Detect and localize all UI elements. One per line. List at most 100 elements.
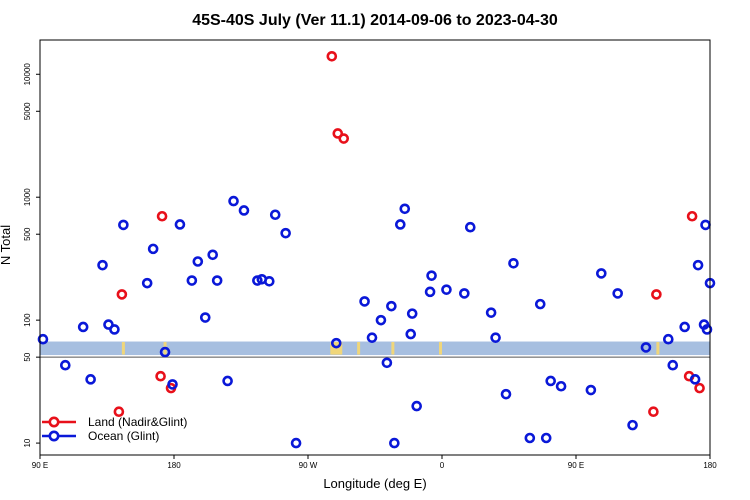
legend: Land (Nadir&Glint)Ocean (Glint) (42, 415, 187, 443)
ocean-point (640, 342, 652, 353)
land-series (113, 51, 705, 418)
ocean-point (596, 268, 607, 279)
y-tick-label: 500 (23, 227, 32, 241)
ocean-point (692, 259, 704, 271)
ocean-point (77, 321, 89, 333)
land-point (332, 128, 344, 139)
x-tick-label: 180 (167, 461, 181, 470)
legend-label: Land (Nadir&Glint) (88, 415, 187, 429)
band-marker (391, 342, 395, 355)
ocean-point (192, 256, 204, 267)
ocean-point (37, 333, 49, 345)
band-marker (339, 342, 343, 355)
band-marker (357, 342, 361, 355)
ocean-point (490, 332, 501, 343)
ocean-point (424, 286, 436, 298)
ocean-point (540, 432, 552, 444)
y-axis-label: N Total (0, 225, 13, 265)
ocean-point (389, 437, 400, 449)
band-marker (121, 342, 125, 355)
y-tick-label: 10 (23, 438, 32, 447)
x-tick-label: 90 E (568, 461, 584, 470)
y-tick-label: 5000 (23, 102, 32, 120)
land-point (694, 382, 705, 394)
land-point (686, 210, 698, 222)
ocean-point (585, 384, 597, 396)
ocean-point (228, 195, 239, 207)
legend-marker (48, 416, 60, 428)
ocean-point (186, 275, 198, 286)
y-tick-label: 50 (23, 352, 32, 361)
ocean-point (359, 296, 370, 307)
y-tick-label: 1000 (23, 188, 32, 206)
ocean-point (524, 432, 536, 444)
ocean-point (395, 219, 406, 230)
axis-layer: 90 E 180 90 W 0 90 E 180 10 50 100 500 1000 5000 100… (23, 63, 717, 470)
ocean-point (211, 275, 223, 286)
ocean-point (238, 205, 250, 216)
legend-marker (48, 430, 60, 442)
ocean-point (381, 357, 393, 369)
ocean-point (508, 258, 519, 269)
ocean-point (485, 307, 497, 318)
ocean-point (555, 380, 567, 392)
ocean-point (290, 437, 302, 449)
ocean-point (500, 388, 512, 400)
ocean-point (263, 276, 275, 287)
ocean-point (269, 209, 281, 221)
ocean-point (147, 243, 159, 255)
land-point (155, 370, 166, 382)
ocean-point (411, 400, 422, 412)
land-point (156, 210, 168, 222)
ocean-point (612, 288, 623, 299)
chart-title: 45S-40S July (Ver 11.1) 2014-09-06 to 20… (192, 12, 558, 29)
ocean-point (386, 300, 397, 312)
band-marker (439, 342, 443, 355)
band-marker (656, 342, 660, 355)
ocean-point (174, 219, 186, 230)
ocean-point (426, 270, 437, 281)
land-point (648, 406, 659, 418)
plot-frame (39, 39, 711, 456)
ocean-band-layer (40, 341, 710, 356)
x-tick-label: 0 (440, 461, 445, 470)
ocean-point (159, 346, 171, 358)
ocean-point (627, 419, 638, 431)
ocean-point (459, 288, 470, 299)
land-point (338, 133, 350, 144)
ocean-point (280, 227, 291, 239)
ocean-point (689, 374, 701, 385)
ocean-point (199, 312, 211, 323)
ocean-point (109, 324, 120, 335)
ocean-point (667, 359, 679, 371)
ocean-point (406, 308, 418, 319)
y-tick-label: 100 (23, 313, 32, 327)
ocean-point (207, 249, 219, 261)
x-tick-label: 90 W (299, 461, 318, 470)
points-layer (37, 51, 716, 449)
ocean-band (40, 341, 710, 356)
ocean-point (464, 221, 476, 233)
ocean-point (375, 314, 387, 326)
x-tick-label: 90 E (32, 461, 48, 470)
ocean-point (366, 332, 378, 343)
x-axis-label: Longitude (deg E) (323, 476, 426, 491)
ocean-point (330, 337, 342, 349)
ocean-point (441, 284, 452, 295)
y-tick-label: 10000 (23, 63, 32, 86)
ocean-point (118, 219, 129, 231)
ocean-point (167, 379, 178, 390)
land-point (116, 289, 128, 300)
ocean-point (222, 375, 233, 387)
ocean-point (663, 333, 674, 345)
ocean-point (97, 259, 108, 271)
legend-label: Ocean (Glint) (88, 429, 159, 443)
ocean-point (85, 374, 96, 385)
ocean-point (545, 375, 556, 387)
land-point (113, 406, 125, 418)
ocean-series (37, 195, 716, 449)
ocean-point (399, 203, 411, 215)
ocean-point (405, 328, 417, 340)
ocean-point (60, 359, 71, 371)
